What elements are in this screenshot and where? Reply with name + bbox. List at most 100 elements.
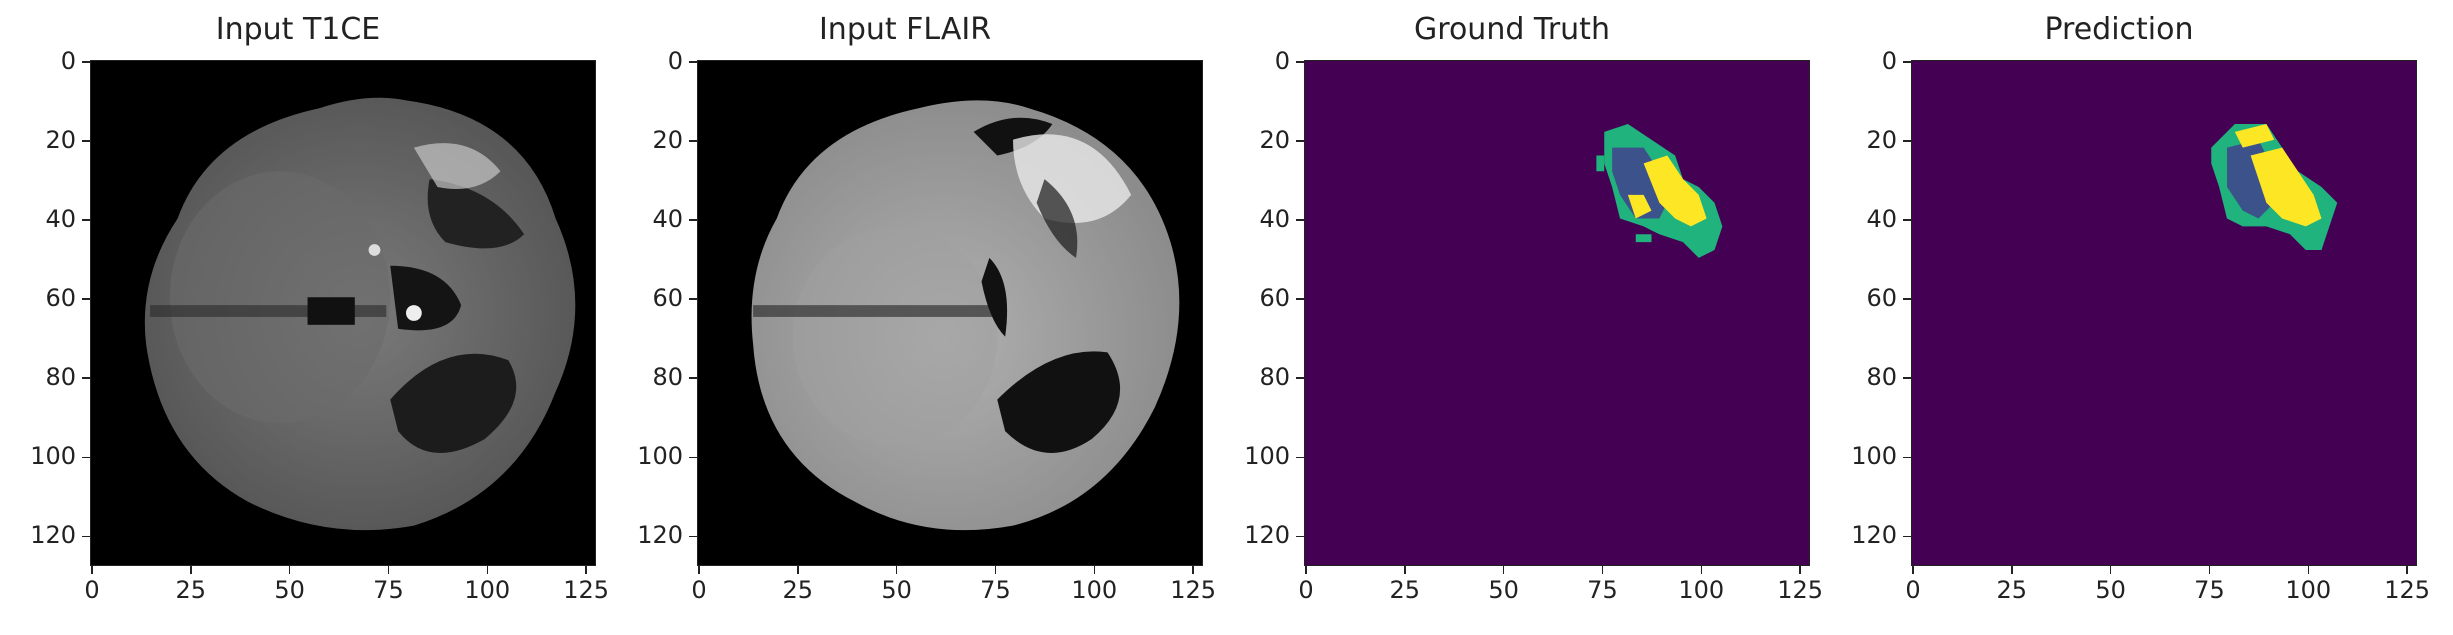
y-tick-mark [82, 61, 90, 63]
y-tick-mark [82, 377, 90, 379]
y-tick-mark [82, 298, 90, 300]
x-tick-label: 125 [563, 576, 610, 604]
x-tick-mark [387, 566, 390, 574]
x-tick-label: 25 [782, 576, 814, 604]
x-tick-mark [2011, 566, 2013, 574]
prediction-segmentation [1911, 60, 2417, 566]
y-tick-label: 40 [1866, 205, 1897, 234]
x-tick-mark [1305, 566, 1307, 574]
y-tick-mark [689, 377, 697, 379]
y-tick-mark [689, 140, 697, 142]
x-tick-mark [585, 566, 587, 574]
x-tick-mark [1912, 566, 1914, 574]
y-tick-label: 100 [637, 442, 683, 471]
y-tick-label: 100 [1244, 442, 1290, 471]
x-tick-label: 0 [1905, 576, 1921, 604]
y-tick-label: 0 [667, 46, 683, 75]
x-tick-mark [1601, 566, 1604, 574]
x-tick-label: 100 [1678, 576, 1725, 604]
x-tick-label: 125 [1170, 576, 1217, 604]
y-tick-mark [1296, 456, 1304, 459]
y-tick-label: 120 [1851, 521, 1897, 550]
x-tick-label: 0 [1298, 576, 1314, 604]
x-tick-mark [1404, 566, 1406, 574]
y-tick-mark [1296, 298, 1304, 300]
x-tick-label: 25 [1389, 576, 1421, 604]
x-tick-label: 75 [1587, 576, 1618, 604]
x-tick-label: 50 [2095, 576, 2126, 604]
y-tick-label: 60 [45, 284, 76, 313]
x-tick-label: 25 [175, 576, 207, 604]
panel-title: Ground Truth [1414, 12, 1610, 47]
y-tick-mark [1903, 140, 1911, 142]
x-tick-mark [1700, 566, 1703, 574]
ground-truth-segmentation [1304, 60, 1810, 566]
x-tick-mark [1799, 566, 1801, 574]
y-tick-mark [1903, 298, 1911, 300]
x-tick-mark [190, 566, 192, 574]
panel-title: Input FLAIR [818, 12, 992, 47]
y-tick-label: 100 [30, 442, 76, 471]
x-tick-mark [895, 566, 898, 574]
y-tick-label: 80 [652, 363, 683, 392]
x-tick-label: 75 [373, 576, 404, 604]
y-tick-mark [82, 456, 90, 459]
y-tick-label: 40 [45, 205, 76, 234]
x-tick-mark [1192, 566, 1194, 574]
y-tick-label: 80 [45, 363, 76, 392]
y-tick-mark [82, 219, 90, 221]
y-tick-mark [1903, 377, 1911, 379]
x-tick-mark [797, 566, 799, 574]
y-tick-label: 20 [1259, 126, 1290, 155]
y-tick-label: 40 [652, 205, 683, 234]
x-tick-label: 50 [274, 576, 305, 604]
x-tick-mark [2109, 566, 2112, 574]
y-tick-mark [689, 219, 697, 221]
y-tick-mark [82, 535, 90, 538]
x-tick-label: 50 [1488, 576, 1519, 604]
y-tick-mark [1296, 140, 1304, 142]
y-tick-label: 0 [1881, 46, 1897, 75]
x-tick-label: 100 [1071, 576, 1118, 604]
x-tick-mark [486, 566, 489, 574]
mri-flair-image [697, 60, 1203, 566]
y-tick-label: 60 [652, 284, 683, 313]
panel-prediction: Prediction [1821, 0, 2421, 635]
panel-ground-truth: Ground Truth [1214, 0, 1814, 635]
y-tick-mark [82, 140, 90, 142]
y-tick-mark [1903, 219, 1911, 221]
y-tick-label: 120 [1244, 521, 1290, 550]
x-tick-label: 0 [691, 576, 707, 604]
y-tick-mark [1296, 219, 1304, 221]
y-tick-label: 0 [60, 46, 76, 75]
y-tick-label: 0 [1274, 46, 1290, 75]
x-tick-mark [1502, 566, 1505, 574]
y-tick-mark [1903, 535, 1911, 538]
y-tick-mark [1296, 61, 1304, 63]
y-tick-label: 100 [1851, 442, 1897, 471]
x-tick-label: 125 [1777, 576, 1824, 604]
y-tick-label: 60 [1259, 284, 1290, 313]
y-tick-label: 120 [637, 521, 683, 550]
x-tick-mark [994, 566, 997, 574]
x-tick-mark [1093, 566, 1096, 574]
panel-t1ce: Input T1CE [0, 0, 600, 635]
mri-t1ce-image [90, 60, 596, 566]
y-tick-label: 20 [1866, 126, 1897, 155]
y-tick-label: 60 [1866, 284, 1897, 313]
x-tick-mark [288, 566, 291, 574]
y-tick-label: 80 [1259, 363, 1290, 392]
panel-title: Input T1CE [215, 12, 381, 47]
panel-flair: Input FLAIR [607, 0, 1207, 635]
x-tick-mark [91, 566, 93, 574]
y-tick-mark [1296, 535, 1304, 538]
y-tick-label: 20 [652, 126, 683, 155]
panel-title: Prediction [2044, 12, 2194, 47]
x-tick-mark [2406, 566, 2408, 574]
x-tick-label: 100 [2285, 576, 2332, 604]
x-tick-label: 25 [1996, 576, 2028, 604]
x-tick-mark [2307, 566, 2310, 574]
x-tick-label: 75 [2194, 576, 2225, 604]
y-tick-label: 120 [30, 521, 76, 550]
x-tick-label: 125 [2384, 576, 2431, 604]
